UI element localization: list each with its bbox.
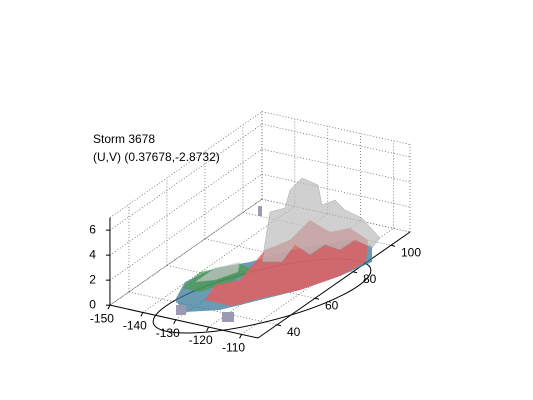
x-tick-label: -130: [156, 326, 180, 340]
x-tick-label: -120: [189, 333, 213, 347]
x-tick: [107, 304, 111, 310]
x-axis: [109, 304, 259, 339]
x-tick-label: -110: [222, 341, 245, 355]
z-tick-label: 4: [89, 247, 96, 261]
y-tick: [352, 271, 358, 274]
grid-line: [208, 220, 361, 328]
z-tick-label: 0: [89, 297, 96, 311]
fragment: [222, 312, 234, 322]
grid-line: [109, 173, 263, 281]
x-tick: [140, 312, 144, 317]
grid-line: [109, 123, 263, 231]
y-tick-label: 40: [287, 325, 301, 339]
box-edge: [109, 111, 263, 218]
y-tick: [314, 297, 320, 300]
y-tick-label: 80: [363, 272, 377, 286]
x-tick-label: -150: [90, 311, 114, 325]
box-edge: [261, 111, 411, 145]
x-tick: [173, 319, 177, 324]
top-isosurface-west: [195, 262, 240, 282]
title-line: Storm 3678: [93, 132, 155, 146]
grid-line: [261, 123, 411, 158]
grid-line: [261, 148, 411, 183]
grid-layer: [109, 111, 411, 335]
x-tick: [206, 326, 210, 332]
z-tick-label: 6: [89, 222, 96, 236]
grid-line: [142, 206, 296, 313]
z-tick-label: 2: [89, 272, 96, 286]
grid-line: [261, 173, 411, 208]
x-tick-label: -140: [123, 319, 147, 333]
grid-line: [109, 148, 263, 256]
y-tick: [276, 324, 282, 327]
box-edge: [109, 198, 263, 306]
grid-line: [241, 228, 394, 335]
y-tick: [390, 244, 396, 247]
y-tick-label: 100: [401, 245, 421, 259]
fragment: [258, 206, 262, 216]
title-line: (U,V) (0.37678,-2.8732): [93, 150, 220, 164]
fragment: [176, 305, 186, 315]
x-tick: [239, 334, 242, 339]
top-isosurface: [261, 177, 381, 263]
y-axis: [257, 231, 411, 339]
grid-line: [109, 198, 263, 306]
storm-isosurfaces: [152, 177, 381, 334]
